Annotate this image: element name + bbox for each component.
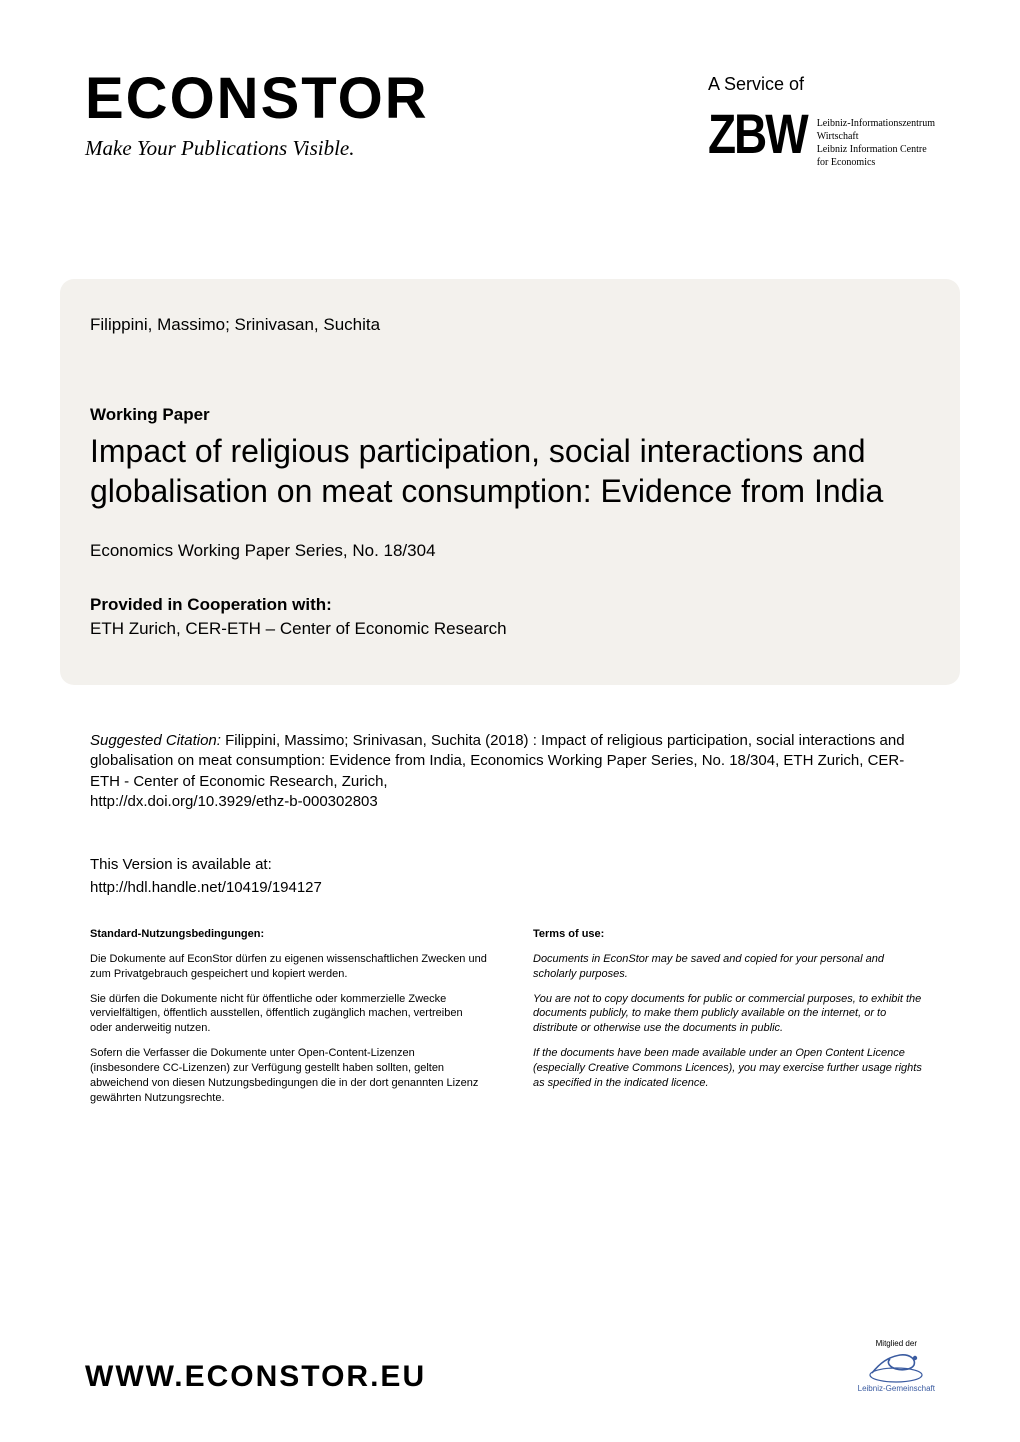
econstor-logo: ECONSTOR	[85, 70, 708, 128]
zbw-line1: Leibniz-Informationszentrum	[817, 117, 935, 130]
zbw-logo: ZBW	[708, 111, 807, 158]
service-of-label: A Service of	[708, 74, 935, 95]
authors: Filippini, Massimo; Srinivasan, Suchita	[90, 315, 930, 335]
terms-de-p1: Die Dokumente auf EconStor dürfen zu eig…	[90, 952, 487, 982]
header-left: ECONSTOR Make Your Publications Visible.	[85, 70, 708, 169]
footer-url: WWW.ECONSTOR.EU	[85, 1360, 426, 1394]
terms-de-p3: Sofern die Verfasser die Dokumente unter…	[90, 1046, 487, 1105]
cooperation-body: ETH Zurich, CER-ETH – Center of Economic…	[90, 619, 930, 639]
document-type: Working Paper	[90, 405, 930, 425]
terms-en-p3: If the documents have been made availabl…	[533, 1046, 930, 1091]
zbw-text: Leibniz-Informationszentrum Wirtschaft L…	[817, 115, 935, 169]
metadata-card: Filippini, Massimo; Srinivasan, Suchita …	[60, 279, 960, 685]
version-block: This Version is available at: http://hdl…	[90, 854, 930, 899]
leibniz-icon	[866, 1349, 926, 1383]
citation-block: Suggested Citation: Filippini, Massimo; …	[90, 731, 930, 812]
terms-en-heading: Terms of use:	[533, 927, 930, 942]
cooperation-heading: Provided in Cooperation with:	[90, 595, 930, 615]
badge-bottom-label: Leibniz-Gemeinschaft	[858, 1385, 935, 1394]
paper-title: Impact of religious participation, socia…	[90, 431, 930, 511]
footer: WWW.ECONSTOR.EU Mitglied der Leibniz-Gem…	[85, 1340, 935, 1394]
zbw-line4: for Economics	[817, 156, 935, 169]
leibniz-badge: Mitglied der Leibniz-Gemeinschaft	[858, 1340, 935, 1394]
terms-section: Standard-Nutzungsbedingungen: Die Dokume…	[90, 927, 930, 1115]
header: ECONSTOR Make Your Publications Visible.…	[0, 0, 1020, 199]
version-label: This Version is available at:	[90, 854, 930, 877]
zbw-line3: Leibniz Information Centre	[817, 143, 935, 156]
zbw-line2: Wirtschaft	[817, 130, 935, 143]
citation-doi: http://dx.doi.org/10.3929/ethz-b-0003028…	[90, 793, 378, 810]
zbw-block: ZBW Leibniz-Informationszentrum Wirtscha…	[708, 115, 935, 169]
terms-en-p1: Documents in EconStor may be saved and c…	[533, 952, 930, 982]
version-url: http://hdl.handle.net/10419/194127	[90, 877, 930, 900]
terms-de-heading: Standard-Nutzungsbedingungen:	[90, 927, 487, 942]
terms-en-p2: You are not to copy documents for public…	[533, 992, 930, 1037]
terms-english: Terms of use: Documents in EconStor may …	[533, 927, 930, 1115]
terms-german: Standard-Nutzungsbedingungen: Die Dokume…	[90, 927, 487, 1115]
econstor-tagline: Make Your Publications Visible.	[85, 136, 708, 161]
citation-label: Suggested Citation:	[90, 732, 221, 749]
terms-de-p2: Sie dürfen die Dokumente nicht für öffen…	[90, 992, 487, 1037]
badge-top-label: Mitglied der	[858, 1340, 935, 1349]
header-right: A Service of ZBW Leibniz-Informationszen…	[708, 70, 935, 169]
series-info: Economics Working Paper Series, No. 18/3…	[90, 541, 930, 561]
